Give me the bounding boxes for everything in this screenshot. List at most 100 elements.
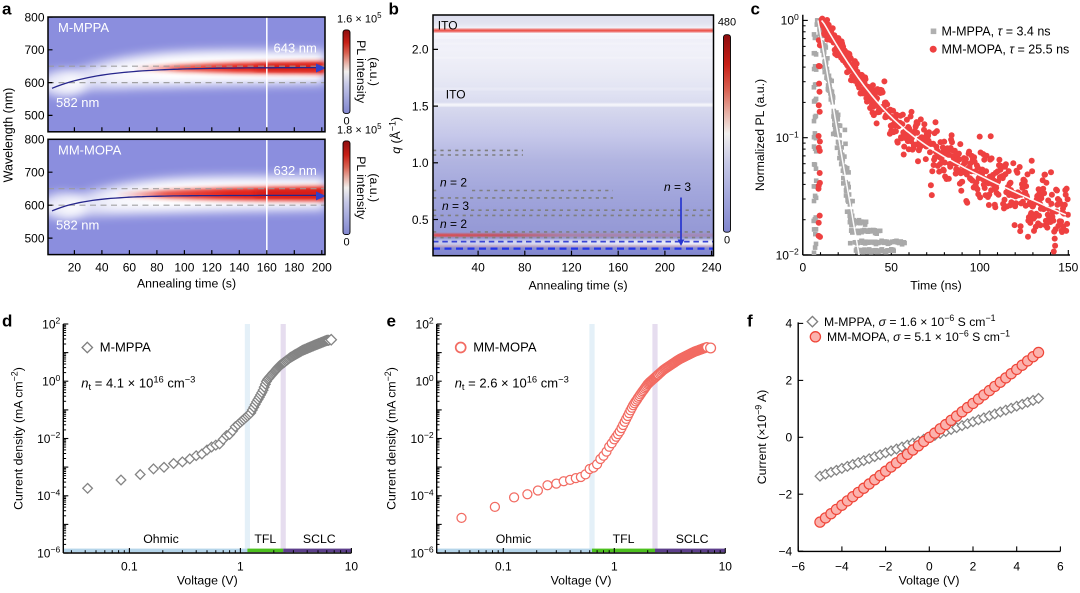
svg-text:q (Å−1​): q (Å−1​)	[387, 117, 403, 154]
svg-text:100: 100	[174, 260, 194, 274]
svg-text:0: 0	[343, 237, 349, 249]
svg-text:1.6 × 105​: 1.6 × 105​	[337, 11, 382, 25]
svg-text:140: 140	[229, 260, 249, 274]
svg-text:80: 80	[150, 260, 164, 274]
svg-text:ITO: ITO	[446, 88, 466, 102]
svg-text:Annealing time (s): Annealing time (s)	[137, 277, 236, 291]
svg-text:Current (×10−9​ A): Current (×10−9​ A)	[753, 390, 769, 485]
svg-text:80: 80	[518, 261, 532, 275]
svg-text:MM-MOPA: MM-MOPA	[58, 142, 122, 157]
svg-text:500: 500	[24, 109, 44, 123]
svg-text:500: 500	[24, 231, 44, 245]
svg-text:TFL: TFL	[613, 532, 635, 546]
svg-text:Ohmic: Ohmic	[496, 532, 532, 546]
svg-text:120: 120	[561, 261, 581, 275]
svg-text:582 nm: 582 nm	[56, 217, 99, 232]
svg-text:c: c	[751, 0, 760, 18]
svg-text:0: 0	[799, 260, 806, 274]
svg-text:10−1​: 10−1​	[776, 129, 799, 145]
svg-text:M-MPPA: M-MPPA	[100, 340, 151, 355]
svg-text:MM-MOPA: MM-MOPA	[473, 340, 537, 355]
svg-text:PL intensity: PL intensity	[354, 156, 368, 220]
svg-text:10−2​: 10−2​	[776, 247, 799, 263]
svg-text:SCLC: SCLC	[303, 532, 336, 546]
svg-text:40: 40	[471, 261, 485, 275]
svg-text:0.5: 0.5	[412, 213, 429, 227]
svg-text:700: 700	[24, 43, 44, 57]
svg-text:0.1: 0.1	[495, 560, 512, 574]
svg-text:2.0: 2.0	[412, 43, 429, 57]
svg-text:700: 700	[24, 166, 44, 180]
svg-text:nt​ = 4.1 × 1016​ cm−3​: nt​ = 4.1 × 1016​ cm−3​	[81, 373, 195, 392]
svg-text:PL intensity: PL intensity	[354, 40, 368, 104]
svg-text:nt​ = 2.6 × 1016​ cm−3​: nt​ = 2.6 × 1016​ cm−3​	[455, 373, 569, 392]
svg-text:10: 10	[345, 560, 359, 574]
svg-text:Annealing time (s): Annealing time (s)	[528, 279, 627, 293]
svg-text:800: 800	[24, 10, 44, 24]
svg-text:Voltage (V): Voltage (V)	[899, 574, 960, 588]
svg-text:MM-MOPA, τ = 25.5 ns: MM-MOPA, τ = 25.5 ns	[942, 42, 1070, 56]
svg-text:−2: −2	[879, 560, 893, 574]
svg-text:4: 4	[786, 317, 793, 331]
svg-text:−6: −6	[791, 560, 805, 574]
svg-text:SCLC: SCLC	[676, 532, 709, 546]
svg-text:a: a	[2, 0, 12, 18]
svg-text:102​: 102​	[42, 316, 60, 332]
svg-text:10−6​: 10−6​	[411, 545, 434, 561]
svg-text:n = 3: n = 3	[442, 199, 469, 213]
svg-text:ITO: ITO	[438, 18, 458, 32]
svg-text:n = 3: n = 3	[664, 180, 691, 194]
svg-text:MM-MOPA, σ = 5.1 × 10−6​ S cm−: MM-MOPA, σ = 5.1 × 10−6​ S cm−1​	[827, 328, 1010, 344]
svg-text:800: 800	[24, 133, 44, 147]
svg-text:0.1: 0.1	[121, 560, 138, 574]
svg-text:120: 120	[202, 260, 222, 274]
svg-text:100​: 100​	[42, 373, 60, 389]
svg-text:200: 200	[655, 261, 675, 275]
svg-text:4: 4	[1013, 560, 1020, 574]
svg-text:n = 2: n = 2	[440, 217, 467, 231]
svg-text:100​: 100​	[781, 12, 799, 28]
svg-text:0: 0	[343, 115, 349, 127]
svg-text:M-MPPA, τ = 3.4 ns: M-MPPA, τ = 3.4 ns	[942, 24, 1051, 38]
svg-text:150: 150	[1058, 260, 1078, 274]
svg-text:160: 160	[608, 261, 628, 275]
svg-text:Current density (mA cm−2​): Current density (mA cm−2​)	[383, 367, 399, 510]
svg-text:1: 1	[611, 560, 618, 574]
svg-text:40: 40	[95, 260, 109, 274]
svg-text:−4: −4	[779, 545, 793, 559]
svg-text:100: 100	[970, 260, 990, 274]
svg-text:10−2​: 10−2​	[37, 430, 60, 446]
svg-text:Voltage (V): Voltage (V)	[551, 574, 612, 588]
svg-text:10−4​: 10−4​	[37, 488, 60, 504]
svg-text:−4: −4	[835, 560, 849, 574]
svg-text:6: 6	[1057, 560, 1064, 574]
svg-text:60: 60	[123, 260, 137, 274]
svg-text:TFL: TFL	[254, 532, 276, 546]
svg-text:632 nm: 632 nm	[274, 163, 317, 178]
svg-text:180: 180	[284, 260, 304, 274]
svg-text:102​: 102​	[416, 316, 434, 332]
svg-text:M-MPPA: M-MPPA	[58, 20, 109, 35]
svg-text:−2: −2	[779, 488, 793, 502]
svg-text:2: 2	[786, 374, 793, 388]
svg-text:10−4​: 10−4​	[411, 488, 434, 504]
svg-text:0: 0	[724, 235, 730, 247]
svg-text:160: 160	[257, 260, 277, 274]
svg-text:480: 480	[718, 17, 736, 29]
svg-text:Wavelength (nm): Wavelength (nm)	[2, 88, 16, 183]
svg-text:d: d	[2, 312, 12, 331]
svg-text:600: 600	[24, 76, 44, 90]
svg-text:600: 600	[24, 199, 44, 213]
svg-text:1.8 × 105​: 1.8 × 105​	[337, 122, 382, 136]
svg-text:240: 240	[702, 261, 722, 275]
svg-text:200: 200	[312, 260, 332, 274]
svg-text:20: 20	[68, 260, 82, 274]
svg-text:0: 0	[926, 560, 933, 574]
svg-text:Time (ns): Time (ns)	[910, 279, 961, 293]
svg-text:10: 10	[719, 560, 733, 574]
svg-text:M-MPPA, σ = 1.6 × 10−6​ S cm−1: M-MPPA, σ = 1.6 × 10−6​ S cm−1​	[824, 313, 996, 329]
svg-text:10−2​: 10−2​	[411, 430, 434, 446]
svg-text:1.5: 1.5	[412, 99, 429, 113]
svg-text:Voltage (V): Voltage (V)	[177, 574, 238, 588]
svg-text:(a.u.): (a.u.)	[367, 173, 381, 202]
